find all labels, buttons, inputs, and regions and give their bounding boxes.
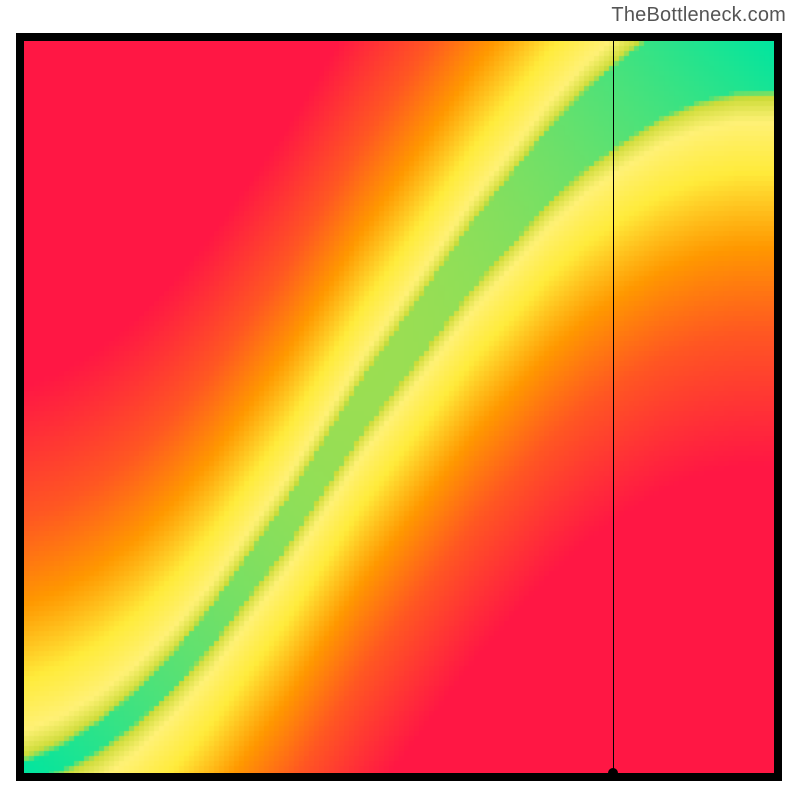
plot-area	[24, 41, 774, 773]
chart-frame	[16, 33, 782, 781]
marker-dot	[608, 768, 618, 778]
watermark-text: TheBottleneck.com	[611, 4, 786, 27]
crosshair-vertical-line	[613, 41, 614, 773]
heatmap-canvas	[24, 41, 774, 773]
chart-container: TheBottleneck.com	[0, 0, 800, 800]
